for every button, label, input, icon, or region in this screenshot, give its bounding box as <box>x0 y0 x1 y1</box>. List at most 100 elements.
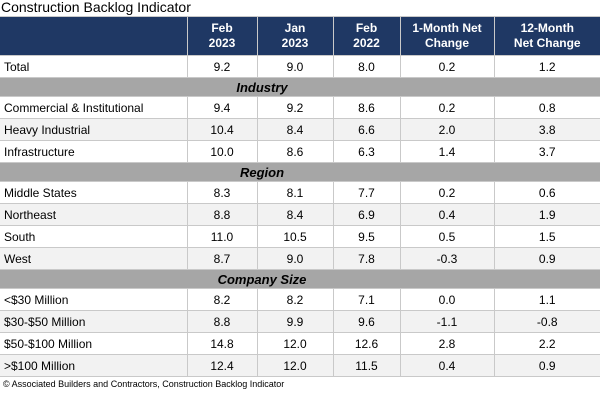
value-cell: 8.0 <box>332 55 401 78</box>
value-cell: 8.8 <box>186 203 258 226</box>
row-label: Middle States <box>0 181 188 204</box>
value-cell: 2.8 <box>399 332 495 355</box>
page-title: Construction Backlog Indicator <box>1 0 191 15</box>
value-cell: 9.9 <box>256 310 334 333</box>
backlog-table: Feb 2023 Jan 2023 Feb 2022 1-Month Net Change 12… <box>0 16 600 377</box>
value-cell: 9.2 <box>186 55 258 78</box>
row-label: <$30 Million <box>0 288 188 311</box>
table-row: $30-$50 Million 8.8 9.9 9.6 -1.1 -0.8 <box>0 310 600 333</box>
value-cell: 1.1 <box>493 288 600 311</box>
column-header-line: 2022 <box>353 36 380 50</box>
value-cell: 10.4 <box>186 118 258 141</box>
value-cell: 7.1 <box>332 288 401 311</box>
value-cell: -1.1 <box>399 310 495 333</box>
column-header: Feb 2023 <box>186 16 258 56</box>
column-header: 12-Month Net Change <box>493 16 600 56</box>
section-band-label: Company Size <box>0 269 600 289</box>
value-cell: 11.0 <box>186 225 258 248</box>
value-cell: 0.2 <box>399 96 495 119</box>
header-row: Feb 2023 Jan 2023 Feb 2022 1-Month Net Change 12… <box>0 16 600 56</box>
table-row: >$100 Million 12.4 12.0 11.5 0.4 0.9 <box>0 354 600 377</box>
column-header-line: Change <box>424 36 469 50</box>
value-cell: 8.7 <box>186 247 258 270</box>
table-row: West 8.7 9.0 7.8 -0.3 0.9 <box>0 247 600 270</box>
value-cell: 12.0 <box>256 354 334 377</box>
value-cell: 8.8 <box>186 310 258 333</box>
column-header-line: 12-Month <box>520 21 574 35</box>
table-body: Total 9.2 9.0 8.0 0.2 1.2 Industry Commercial &… <box>0 55 600 377</box>
value-cell: 8.4 <box>256 118 334 141</box>
value-cell: -0.8 <box>493 310 600 333</box>
value-cell: 8.2 <box>186 288 258 311</box>
value-cell: 0.8 <box>493 96 600 119</box>
column-header-line: Feb <box>355 21 378 35</box>
value-cell: 1.2 <box>493 55 600 78</box>
section-band-row: Company Size <box>0 269 600 289</box>
value-cell: 1.5 <box>493 225 600 248</box>
value-cell: 1.4 <box>399 140 495 163</box>
value-cell: 2.0 <box>399 118 495 141</box>
column-header-line: 1-Month Net <box>412 21 482 35</box>
page: Construction Backlog Indicator Feb 2023 Ja… <box>0 0 600 389</box>
column-header-line: Feb <box>211 21 233 35</box>
value-cell: 8.6 <box>256 140 334 163</box>
column-header: Feb 2022 <box>332 16 401 56</box>
row-label: Total <box>0 55 188 78</box>
row-label: Northeast <box>0 203 188 226</box>
value-cell: 10.0 <box>186 140 258 163</box>
value-cell: 9.6 <box>332 310 401 333</box>
value-cell: 0.4 <box>399 203 495 226</box>
section-band-label: Region <box>0 162 600 182</box>
value-cell: 6.3 <box>332 140 401 163</box>
table-row: Middle States 8.3 8.1 7.7 0.2 0.6 <box>0 181 600 204</box>
column-header: Jan 2023 <box>256 16 334 56</box>
section-band-label: Industry <box>0 77 600 97</box>
value-cell: 0.2 <box>399 181 495 204</box>
row-label: West <box>0 247 188 270</box>
value-cell: 9.0 <box>256 247 334 270</box>
row-label: Commercial & Institutional <box>0 96 188 119</box>
table-row: Heavy Industrial 10.4 8.4 6.6 2.0 3.8 <box>0 118 600 141</box>
value-cell: 0.5 <box>399 225 495 248</box>
value-cell: 8.2 <box>256 288 334 311</box>
table-head: Feb 2023 Jan 2023 Feb 2022 1-Month Net Change 12… <box>0 16 600 56</box>
value-cell: 12.4 <box>186 354 258 377</box>
value-cell: 12.0 <box>256 332 334 355</box>
row-label: Heavy Industrial <box>0 118 188 141</box>
column-header-line: 2023 <box>208 36 236 50</box>
column-header-line: Jan <box>284 21 306 35</box>
value-cell: 8.3 <box>186 181 258 204</box>
table-row: Northeast 8.8 8.4 6.9 0.4 1.9 <box>0 203 600 226</box>
table-row: $50-$100 Million 14.8 12.0 12.6 2.8 2.2 <box>0 332 600 355</box>
value-cell: 0.9 <box>493 247 600 270</box>
table-row: Commercial & Institutional 9.4 9.2 8.6 0.2 0.… <box>0 96 600 119</box>
value-cell: 7.8 <box>332 247 401 270</box>
value-cell: 9.0 <box>256 55 334 78</box>
value-cell: 0.9 <box>493 354 600 377</box>
value-cell: 2.2 <box>493 332 600 355</box>
value-cell: 0.2 <box>399 55 495 78</box>
value-cell: 10.5 <box>256 225 334 248</box>
value-cell: 8.1 <box>256 181 334 204</box>
row-label: Infrastructure <box>0 140 188 163</box>
value-cell: -0.3 <box>399 247 495 270</box>
table-row: South 11.0 10.5 9.5 0.5 1.5 <box>0 225 600 248</box>
value-cell: 0.6 <box>493 181 600 204</box>
value-cell: 3.7 <box>493 140 600 163</box>
value-cell: 6.6 <box>332 118 401 141</box>
row-label: $50-$100 Million <box>0 332 188 355</box>
value-cell: 0.0 <box>399 288 495 311</box>
section-band-row: Region <box>0 162 600 182</box>
value-cell: 12.6 <box>332 332 401 355</box>
value-cell: 14.8 <box>186 332 258 355</box>
row-label: South <box>0 225 188 248</box>
copyright-note: © Associated Builders and Contractors, C… <box>3 379 285 389</box>
value-cell: 11.5 <box>332 354 401 377</box>
table-row: Total 9.2 9.0 8.0 0.2 1.2 <box>0 55 600 78</box>
column-header-line: 2023 <box>281 36 309 50</box>
value-cell: 0.4 <box>399 354 495 377</box>
value-cell: 9.2 <box>256 96 334 119</box>
table-row: <$30 Million 8.2 8.2 7.1 0.0 1.1 <box>0 288 600 311</box>
table-row: Infrastructure 10.0 8.6 6.3 1.4 3.7 <box>0 140 600 163</box>
value-cell: 9.4 <box>186 96 258 119</box>
